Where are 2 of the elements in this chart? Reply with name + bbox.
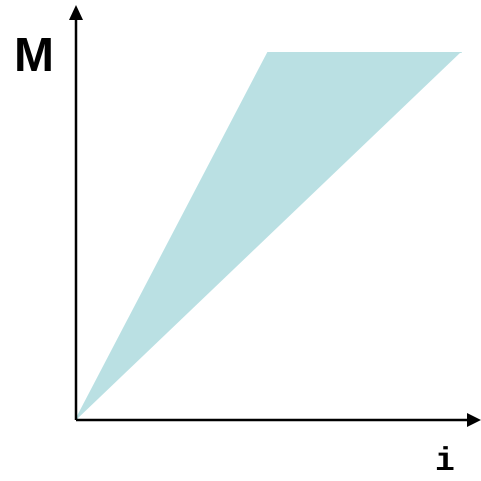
- x-axis-title: i: [435, 443, 455, 480]
- y-axis-title: M: [14, 29, 54, 82]
